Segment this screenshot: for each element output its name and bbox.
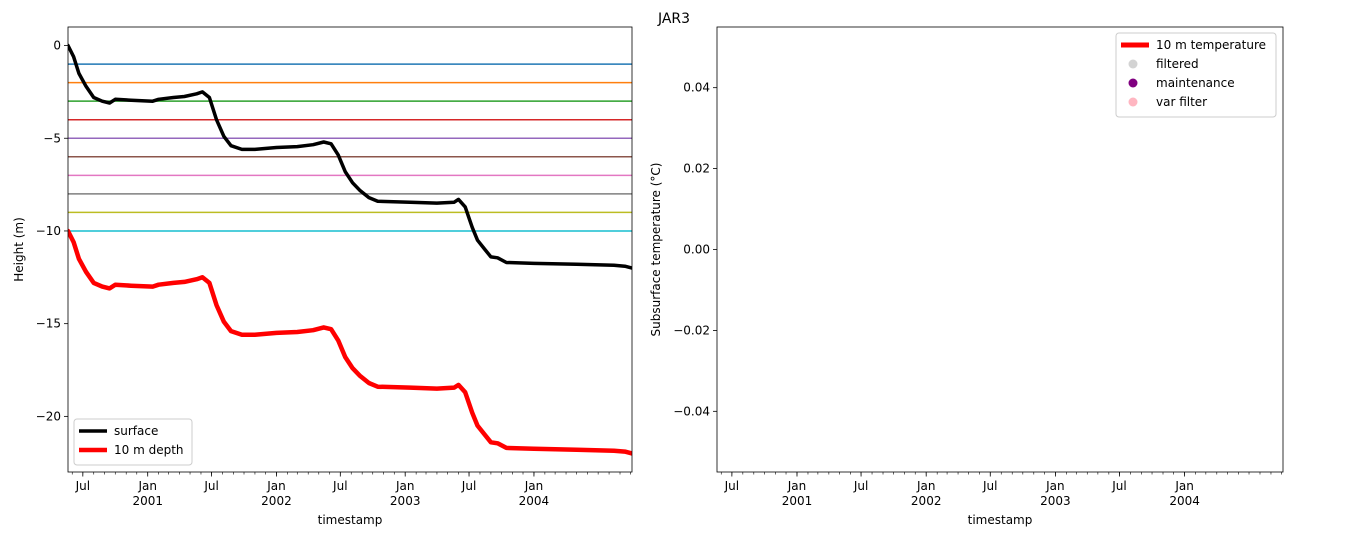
x-tick-year-label: 2002 — [911, 494, 942, 508]
legend-label: 10 m depth — [114, 443, 184, 457]
x-tick-label: Jan — [1045, 479, 1065, 493]
x-tick-year-label: 2001 — [132, 494, 163, 508]
x-tick-year-label: 2003 — [1040, 494, 1071, 508]
x-tick-year-label: 2004 — [519, 494, 550, 508]
legend: surface 10 m depth — [73, 418, 193, 466]
y-tick-label: −15 — [36, 317, 61, 331]
y-axis-label: Height (m) — [12, 217, 26, 282]
y-tick-label: −5 — [43, 131, 61, 145]
x-tick-label: Jul — [982, 479, 997, 493]
x-tick-year-label: 2001 — [782, 494, 813, 508]
y-tick-label: 0.00 — [683, 243, 710, 257]
plot-area — [68, 27, 632, 472]
y-tick-label: −0.02 — [673, 323, 710, 337]
legend-marker-3 — [1128, 97, 1138, 107]
x-tick-label: Jul — [203, 479, 218, 493]
y-tick-label: −20 — [36, 409, 61, 423]
x-tick-label: Jul — [724, 479, 739, 493]
x-tick-label: Jan — [395, 479, 415, 493]
y-tick-label: 0 — [53, 39, 61, 53]
y-tick-label: 0.04 — [683, 81, 710, 95]
x-axis-label: timestamp — [318, 513, 383, 527]
x-tick-year-label: 2002 — [261, 494, 292, 508]
plot-content — [68, 43, 632, 456]
x-tick-year-label: 2003 — [390, 494, 421, 508]
series-line-0 — [68, 43, 632, 270]
legend-box — [1115, 32, 1277, 118]
legend-label: var filter — [1156, 95, 1207, 109]
y-tick-label: −0.04 — [673, 404, 710, 418]
y-tick-label: −10 — [36, 224, 61, 238]
y-axis-label: Subsurface temperature (°C) — [649, 163, 663, 337]
x-tick-label: Jul — [1111, 479, 1126, 493]
legend-label: 10 m temperature — [1156, 38, 1266, 52]
x-tick-label: Jan — [524, 479, 544, 493]
x-tick-label: Jul — [461, 479, 476, 493]
x-axis-label: timestamp — [968, 513, 1033, 527]
x-tick-label: Jan — [787, 479, 807, 493]
x-tick-label: Jan — [1174, 479, 1194, 493]
series-line-1 — [68, 228, 632, 456]
x-tick-label: Jul — [75, 479, 90, 493]
x-tick-label: Jan — [266, 479, 286, 493]
legend-marker-2 — [1128, 78, 1138, 88]
x-tick-year-label: 2004 — [1169, 494, 1200, 508]
axes-frame — [67, 26, 633, 473]
x-tick-label: Jan — [916, 479, 936, 493]
legend-label: filtered — [1156, 57, 1199, 71]
legend-label: maintenance — [1156, 76, 1235, 90]
y-tick-label: 0.02 — [683, 162, 710, 176]
x-tick-label: Jul — [853, 479, 868, 493]
legend: 10 m temperature filtered maintenance var f… — [1115, 32, 1277, 118]
legend-marker-1 — [1128, 59, 1138, 69]
figure-title: JAR3 — [657, 11, 690, 27]
x-tick-label: Jan — [137, 479, 157, 493]
legend-label: surface — [114, 424, 158, 438]
x-tick-label: Jul — [332, 479, 347, 493]
